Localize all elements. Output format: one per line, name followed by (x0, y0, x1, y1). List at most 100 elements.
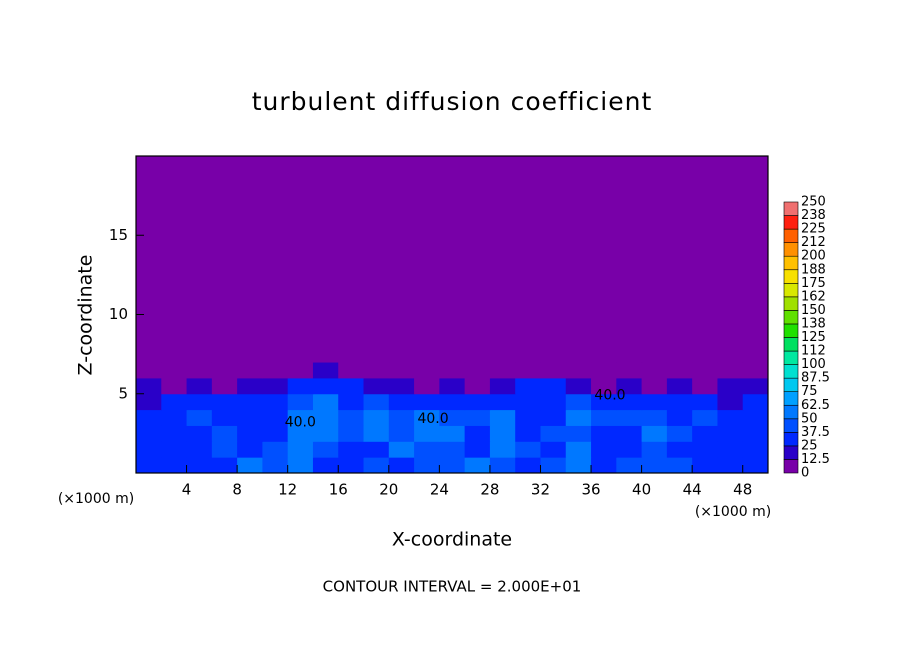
heat-cell (591, 457, 617, 474)
heat-cell (616, 393, 643, 411)
heat-cell (540, 156, 567, 363)
heat-cell (237, 362, 263, 379)
heat-cell (414, 441, 440, 458)
heat-cell (312, 441, 339, 458)
heat-cell (515, 377, 541, 395)
heat-cell (211, 362, 238, 379)
heat-cell (489, 362, 516, 379)
heat-cell (692, 377, 718, 395)
x-tick-label: 20 (379, 481, 398, 499)
heat-cell (414, 156, 440, 363)
x-unit-label: (×1000 m) (695, 504, 771, 520)
heat-cell (363, 156, 390, 363)
heat-cell (186, 409, 213, 426)
heat-cell (692, 425, 718, 442)
colorbar-band (783, 282, 799, 298)
heat-cell (414, 409, 440, 426)
heat-cell (388, 393, 415, 411)
heat-cell (692, 457, 718, 474)
heat-cell (666, 377, 693, 395)
colorbar-label: 100 (801, 357, 826, 372)
chart-title: turbulent diffusion coefficient (252, 87, 653, 116)
heat-cell (312, 457, 339, 474)
heat-cell (237, 377, 263, 395)
heat-cell (211, 409, 238, 426)
heat-cell (489, 377, 516, 395)
heat-cell (136, 425, 162, 442)
heat-cell (363, 409, 390, 426)
colorbar-band (783, 296, 799, 311)
heat-cell (287, 457, 314, 474)
heat-cell (262, 377, 289, 395)
heat-cell (641, 156, 668, 363)
colorbar-label: 75 (801, 384, 818, 399)
heat-cell (742, 156, 769, 363)
heat-cell (565, 156, 592, 363)
heat-cell (515, 393, 541, 411)
x-tick-label: 28 (480, 481, 499, 499)
heat-cell (439, 362, 466, 379)
heat-cell (641, 441, 668, 458)
heat-cell (742, 441, 769, 458)
heat-cell (616, 425, 643, 442)
heat-cell (666, 425, 693, 442)
heat-cell (338, 156, 365, 363)
heat-cell (287, 156, 314, 363)
heat-cell (717, 377, 744, 395)
heat-cell (312, 377, 339, 395)
footnote: CONTOUR INTERVAL = 2.000E+01 (323, 578, 582, 596)
colorbar-band (783, 404, 799, 420)
heat-cell (464, 156, 491, 363)
y-unit-label: (×1000 m) (58, 491, 134, 507)
heat-cell (565, 377, 592, 395)
heat-cell (262, 393, 289, 411)
heat-cell (565, 409, 592, 426)
colorbar-label: 175 (801, 276, 826, 291)
colorbar-label: 125 (801, 330, 826, 345)
heat-cell (136, 156, 162, 363)
colorbar-band (783, 310, 799, 325)
heat-cell (186, 425, 213, 442)
x-tick-label: 12 (278, 481, 297, 499)
heat-cell (287, 425, 314, 442)
heat-cell (439, 457, 466, 474)
heat-cell (540, 441, 567, 458)
heat-cell (489, 409, 516, 426)
heat-cell (237, 393, 263, 411)
x-axis-label: X-coordinate (392, 529, 512, 551)
heat-cell (717, 457, 744, 474)
heat-cell (565, 425, 592, 442)
heat-cell (489, 156, 516, 363)
contour-label: 40.0 (594, 387, 625, 403)
heat-cell (591, 441, 617, 458)
heat-cell (565, 441, 592, 458)
heat-cell (414, 393, 440, 411)
heat-cell (136, 393, 162, 411)
heat-cell (161, 409, 188, 426)
heat-cell (161, 441, 188, 458)
heat-cell (540, 425, 567, 442)
heat-cell (717, 425, 744, 442)
heat-cell (742, 362, 769, 379)
heat-cell (211, 425, 238, 442)
heat-cell (262, 156, 289, 363)
colorbar-band (783, 269, 799, 284)
heat-cell (237, 441, 263, 458)
colorbar-label: 138 (801, 316, 826, 331)
heat-cell (388, 457, 415, 474)
heat-cell (641, 457, 668, 474)
colorbar-band (783, 391, 799, 406)
heat-cell (439, 393, 466, 411)
heat-cell (540, 393, 567, 411)
heat-cell (338, 409, 365, 426)
heat-cell (287, 377, 314, 395)
heat-cell (363, 457, 390, 474)
colorbar-band (783, 228, 799, 243)
heat-cell (161, 393, 188, 411)
heat-cell (186, 377, 213, 395)
heat-cell (287, 409, 314, 426)
heat-cell (616, 457, 643, 474)
colorbar-band (783, 418, 799, 433)
colorbar-label: 0 (801, 466, 809, 481)
